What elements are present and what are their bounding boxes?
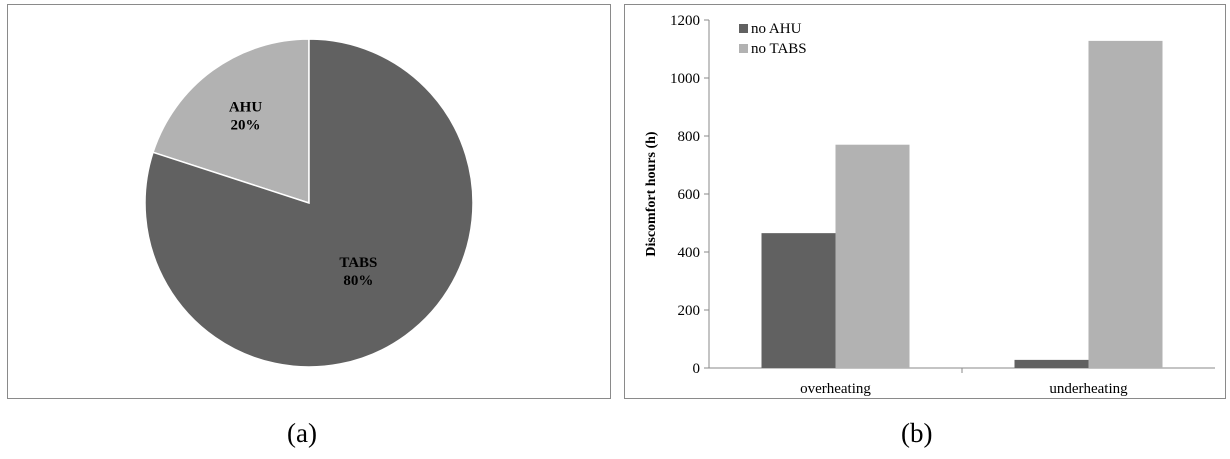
pie-label-tabs: TABS — [339, 255, 377, 271]
caption-a: (a) — [287, 418, 317, 449]
caption-b: (b) — [901, 418, 932, 449]
y-tick-label: 600 — [678, 187, 701, 203]
x-tick-label: underheating — [1049, 381, 1128, 397]
pie-chart-panel: AHU 20% TABS 80% — [7, 4, 611, 399]
legend-label: no AHU — [751, 21, 802, 37]
pie-label-ahu: AHU — [229, 100, 263, 116]
bar-no-ahu-underheating — [1015, 360, 1089, 368]
bar-chart-panel: 0 200 400 600 800 1000 1200 Discomfort hours (h… — [624, 4, 1226, 399]
bar-no-tabs-overheating — [836, 145, 910, 368]
y-tick-label: 1200 — [670, 13, 700, 29]
y-tick-label: 200 — [678, 303, 701, 319]
legend-swatch — [739, 44, 748, 53]
y-tick-label: 400 — [678, 245, 701, 261]
x-tick-label: overheating — [800, 381, 871, 397]
legend-swatch — [739, 24, 748, 33]
y-tick-label: 1000 — [670, 71, 700, 87]
legend-label: no TABS — [751, 41, 807, 57]
bar-no-tabs-underheating — [1089, 41, 1163, 368]
bar-no-ahu-overheating — [762, 233, 836, 368]
y-tick-label: 0 — [693, 361, 701, 377]
pie-chart: AHU 20% TABS 80% — [8, 5, 610, 398]
y-axis-label: Discomfort hours (h) — [644, 131, 659, 257]
y-tick-label: 800 — [678, 129, 701, 145]
pie-percent-tabs: 80% — [343, 273, 373, 289]
pie-percent-ahu: 20% — [231, 118, 261, 134]
bar-chart: 0 200 400 600 800 1000 1200 Discomfort hours (h… — [625, 5, 1225, 398]
